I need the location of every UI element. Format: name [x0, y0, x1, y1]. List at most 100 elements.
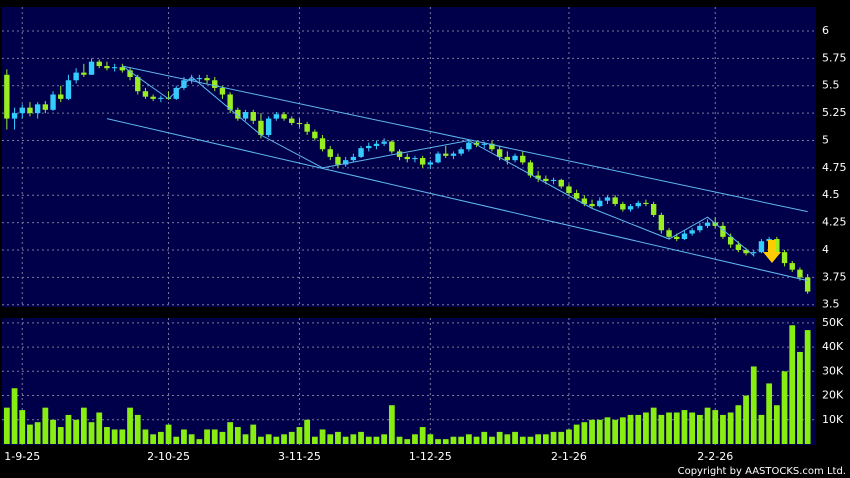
candle-body — [289, 118, 295, 123]
volume-bar — [96, 412, 103, 444]
volume-bar — [797, 351, 803, 444]
candle-body — [396, 151, 403, 157]
volume-bar — [743, 395, 749, 444]
volume-bar — [619, 417, 626, 444]
y-tick-label: 50K — [822, 316, 844, 329]
candle-body — [265, 118, 272, 136]
volume-bar — [542, 434, 549, 444]
candle-body — [327, 149, 333, 157]
candle-body — [404, 156, 410, 160]
volume-bar — [766, 383, 773, 444]
volume-bar — [650, 407, 657, 444]
candle-body — [650, 203, 657, 215]
volume-bar — [242, 434, 249, 444]
volume-bar — [227, 422, 234, 444]
volume-bar — [73, 419, 80, 444]
candle-body — [96, 61, 102, 67]
candle-body — [643, 202, 649, 204]
candle-body — [358, 148, 364, 157]
volume-bar — [304, 419, 311, 444]
volume-bar — [119, 429, 126, 444]
candle-body — [111, 67, 118, 69]
volume-bar — [188, 434, 195, 444]
volume-bar — [50, 419, 56, 444]
candle-body — [381, 141, 387, 144]
candle-body — [11, 113, 18, 119]
volume-bar — [319, 429, 326, 444]
volume-bar — [358, 431, 364, 444]
volume-bar — [512, 431, 518, 444]
candle-body — [635, 202, 641, 207]
volume-bar — [689, 412, 696, 444]
y-tick-label: 4.25 — [822, 216, 847, 229]
volume-bar — [419, 427, 426, 444]
candle-body — [697, 225, 703, 231]
volume-bar — [404, 439, 411, 444]
candle-body — [658, 214, 665, 231]
volume-bar — [573, 424, 580, 444]
x-tick-label: 2-2-26 — [697, 450, 733, 463]
volume-bar — [435, 439, 441, 444]
volume-bar — [696, 414, 703, 444]
volume-bar — [396, 436, 403, 444]
candle-body — [458, 149, 464, 154]
candle-body — [119, 67, 126, 71]
candle-body — [666, 230, 672, 237]
candle-body — [389, 141, 395, 152]
volume-bar — [388, 405, 395, 444]
candle-body — [735, 244, 742, 250]
candle-body — [612, 197, 618, 204]
volume-bar — [281, 434, 287, 444]
volume-bar — [635, 414, 642, 444]
y-tick-label: 5.75 — [822, 51, 847, 64]
candle-body — [620, 203, 626, 210]
candle-body — [50, 94, 56, 110]
candle-body — [373, 143, 380, 146]
y-tick-label: 4 — [822, 243, 829, 256]
candle-body — [250, 112, 256, 121]
candle-body — [258, 120, 264, 136]
candle-body — [720, 225, 726, 237]
trend-line — [122, 65, 808, 213]
y-tick-label: 10K — [822, 413, 844, 426]
candle-body — [604, 197, 611, 201]
volume-bar — [666, 412, 672, 444]
volume-bar — [481, 431, 488, 444]
volume-bar — [712, 410, 719, 444]
volume-bar — [596, 419, 603, 444]
candle-body — [350, 156, 357, 161]
volume-bar — [781, 371, 788, 444]
candle-body — [135, 76, 141, 92]
candle-body — [281, 114, 287, 119]
volume-bar — [365, 436, 372, 444]
candle-body — [573, 193, 580, 199]
candle-body — [520, 155, 526, 163]
y-tick-label: 3.5 — [822, 298, 840, 311]
volume-bar — [104, 427, 110, 444]
candle-body — [296, 122, 303, 125]
volume-bar — [150, 434, 157, 444]
volume-bar — [496, 431, 503, 444]
candle-body — [42, 104, 49, 110]
volume-bar — [458, 436, 465, 444]
candle-body — [88, 61, 95, 75]
volume-bar — [34, 422, 41, 444]
y-tick-label: 5 — [822, 133, 829, 146]
candle-body — [704, 222, 711, 226]
candle-body — [512, 155, 518, 161]
volume-bar — [57, 427, 64, 444]
candle-body — [489, 143, 495, 150]
candle-body — [797, 269, 803, 278]
volume-bar — [535, 434, 542, 444]
y-tick-label: 4.75 — [822, 161, 847, 174]
volume-bar — [727, 412, 734, 444]
volume-bar — [442, 439, 449, 444]
candle-body — [435, 153, 441, 163]
candle-body — [689, 230, 695, 234]
candle-body — [366, 145, 372, 149]
candle-body — [104, 66, 110, 69]
volume-bar — [250, 424, 257, 444]
volume-bar — [504, 434, 511, 444]
volume-bar — [681, 410, 688, 444]
